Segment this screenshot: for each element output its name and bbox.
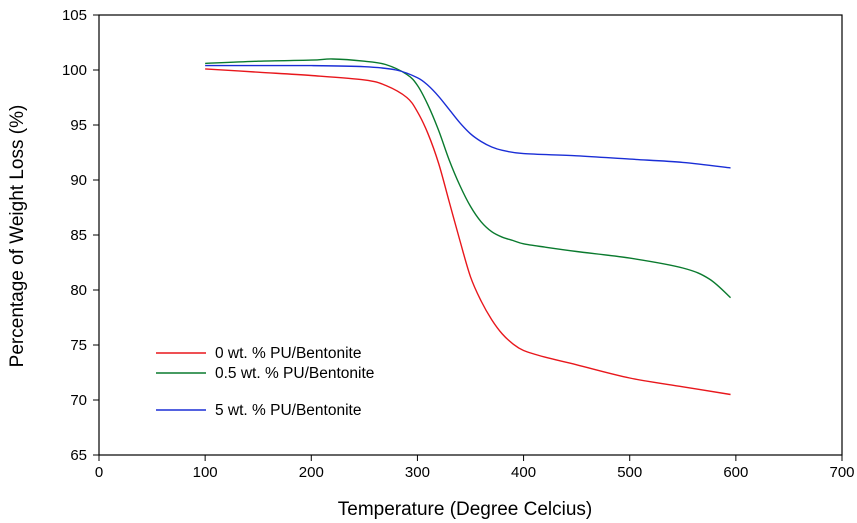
x-axis-label: Temperature (Degree Celcius)	[338, 499, 593, 520]
legend: 0 wt. % PU/Bentonite 0.5 wt. % PU/Bentoni…	[156, 345, 374, 419]
y-tick-label: 80	[70, 282, 87, 299]
legend-label: 0.5 wt. % PU/Bentonite	[215, 365, 374, 382]
x-tick-label: 0	[95, 464, 103, 481]
y-axis-ticks: 65 70 75 80 85 90 95 100 105	[62, 7, 99, 464]
plot-border	[98, 14, 843, 456]
series-lines	[205, 58, 732, 396]
y-tick-label: 95	[70, 117, 87, 134]
series-line-5-wt-pu-bentonite	[205, 64, 731, 169]
legend-label: 5 wt. % PU/Bentonite	[215, 402, 361, 419]
y-tick-label: 90	[70, 172, 87, 189]
y-axis-label: Percentage of Weight Loss (%)	[7, 105, 28, 368]
legend-label: 0 wt. % PU/Bentonite	[215, 345, 361, 362]
series-line-0-5-wt-pu-bentonite	[205, 58, 732, 299]
y-tick-label: 65	[70, 447, 87, 464]
x-axis-ticks: 0 100 200 300 400 500 600 700	[95, 455, 855, 481]
x-tick-label: 200	[299, 464, 324, 481]
x-tick-label: 600	[723, 464, 748, 481]
x-tick-label: 400	[511, 464, 536, 481]
y-tick-label: 105	[62, 7, 87, 24]
series-line-0-wt-pu-bentonite	[205, 68, 731, 396]
x-tick-label: 500	[617, 464, 642, 481]
y-tick-label: 70	[70, 392, 87, 409]
y-tick-label: 100	[62, 62, 87, 79]
y-tick-label: 75	[70, 337, 87, 354]
x-tick-label: 700	[829, 464, 854, 481]
y-tick-label: 85	[70, 227, 87, 244]
x-tick-label: 100	[193, 464, 218, 481]
x-tick-label: 300	[405, 464, 430, 481]
plot-frame	[98, 14, 843, 456]
